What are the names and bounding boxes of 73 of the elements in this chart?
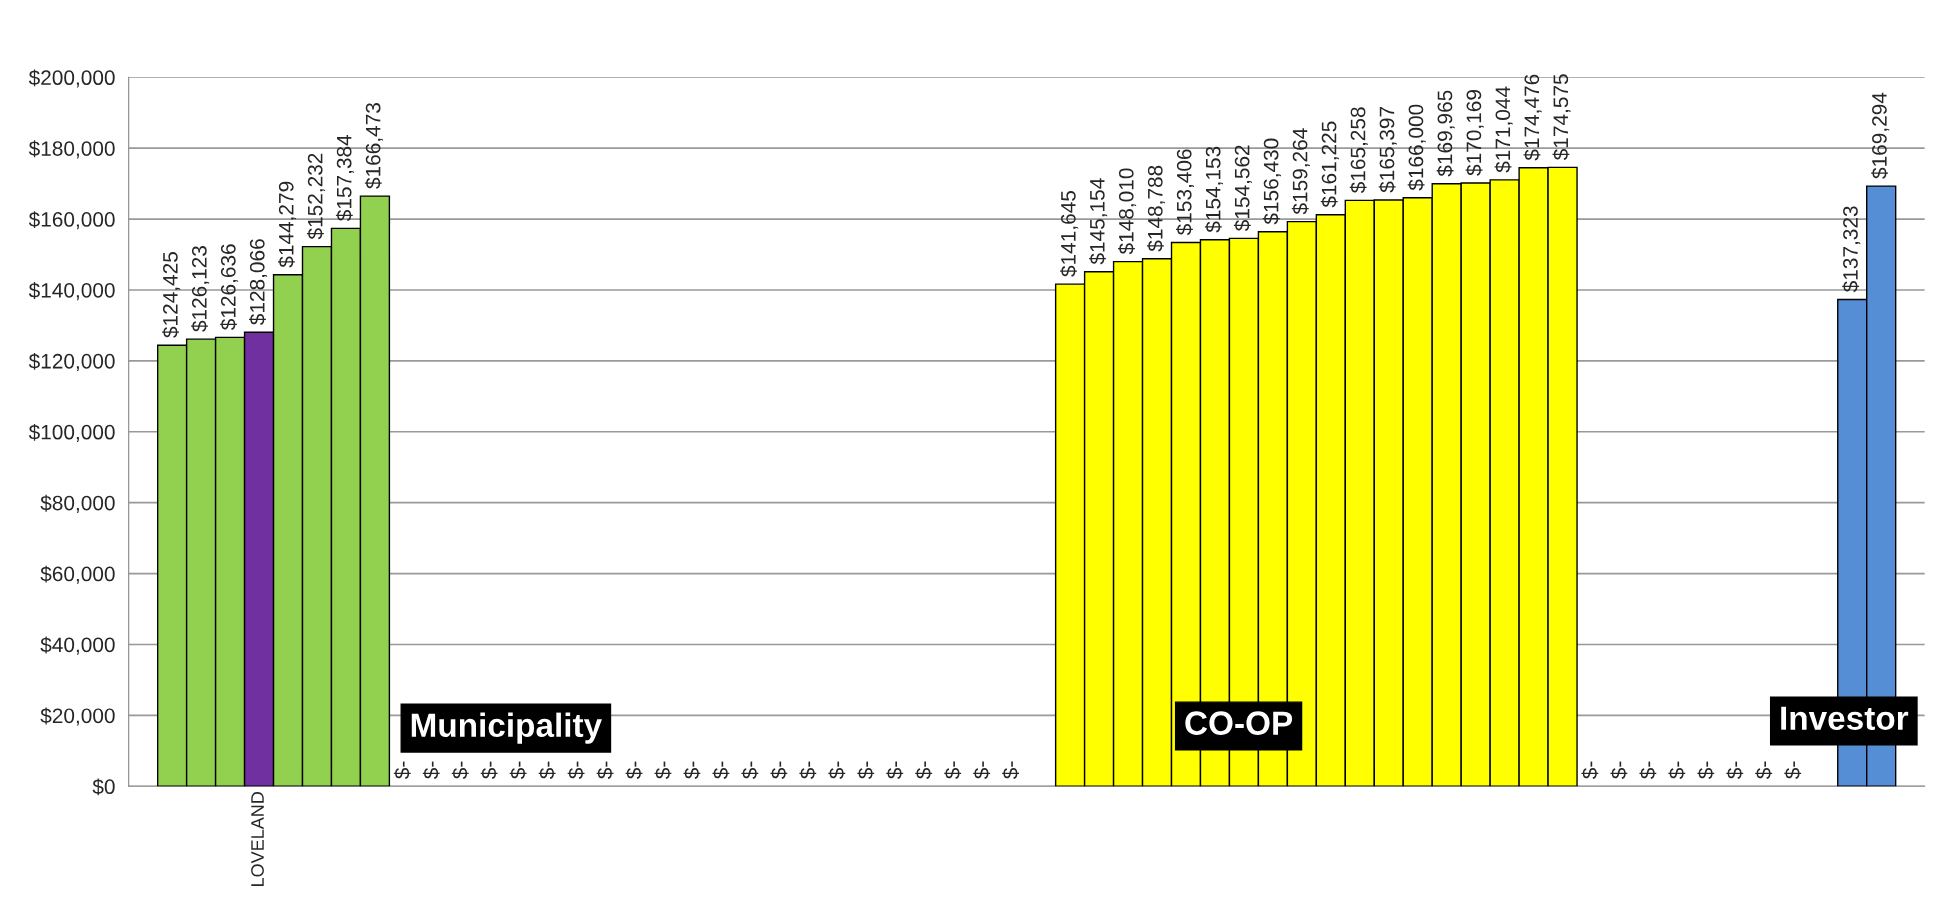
y-tick-label: $160,000 bbox=[28, 211, 115, 230]
data-label: $- bbox=[1697, 761, 1715, 779]
data-label: $- bbox=[422, 761, 440, 779]
annotation: Investor bbox=[1781, 706, 1909, 730]
data-label: $- bbox=[1581, 761, 1599, 779]
data-label: $154,562 bbox=[1233, 145, 1252, 232]
data-label: $- bbox=[741, 761, 759, 779]
data-label: $- bbox=[393, 761, 411, 779]
data-label: $148,788 bbox=[1146, 165, 1166, 252]
data-label: $157,384 bbox=[335, 134, 355, 222]
data-label: $144,279 bbox=[277, 181, 297, 268]
data-label: $152,232 bbox=[306, 153, 326, 240]
data-label: $170,169 bbox=[1465, 90, 1484, 176]
data-label: $169,965 bbox=[1436, 90, 1455, 177]
data-label: $126,123 bbox=[191, 246, 210, 332]
data-label: $165,397 bbox=[1378, 107, 1397, 193]
data-label: $128,066 bbox=[249, 239, 268, 325]
data-label: $166,473 bbox=[364, 103, 383, 189]
data-label: $- bbox=[1784, 761, 1802, 779]
x-tick-label: LOVELAND bbox=[251, 792, 264, 886]
y-tick-label: $80,000 bbox=[40, 494, 115, 513]
annotation: CO-OP bbox=[1185, 711, 1293, 735]
data-label: $174,575 bbox=[1552, 74, 1571, 161]
y-tick-label: $60,000 bbox=[40, 565, 115, 584]
annotation: Municipality bbox=[411, 712, 602, 744]
y-tick-label: $100,000 bbox=[28, 423, 115, 442]
data-label: $161,225 bbox=[1320, 121, 1339, 208]
data-label: $- bbox=[944, 761, 962, 779]
data-label: $148,010 bbox=[1118, 168, 1137, 255]
data-label: $- bbox=[1668, 761, 1686, 779]
data-label: $- bbox=[712, 761, 730, 779]
data-label: $165,258 bbox=[1349, 107, 1368, 194]
data-label: $- bbox=[538, 761, 556, 779]
y-tick-label: $120,000 bbox=[28, 353, 115, 372]
data-label: $159,264 bbox=[1291, 128, 1310, 215]
data-label: $- bbox=[567, 761, 585, 779]
data-label: $- bbox=[1726, 761, 1744, 779]
data-label: $- bbox=[857, 761, 875, 779]
data-label: $- bbox=[509, 761, 527, 779]
data-label: $124,425 bbox=[162, 252, 181, 338]
data-label: $- bbox=[480, 761, 498, 779]
data-label: $- bbox=[1639, 761, 1657, 779]
y-tick-label: $20,000 bbox=[40, 707, 115, 726]
data-label: $- bbox=[625, 761, 643, 779]
data-label: $- bbox=[451, 761, 469, 779]
data-label: $153,406 bbox=[1175, 149, 1195, 236]
data-label: $126,636 bbox=[220, 244, 239, 331]
data-label: $- bbox=[1755, 761, 1773, 779]
data-label: $- bbox=[828, 761, 846, 779]
data-label: $- bbox=[799, 761, 817, 779]
data-label: $- bbox=[770, 761, 788, 779]
data-label: $- bbox=[683, 761, 701, 779]
y-tick-label: $180,000 bbox=[28, 140, 115, 159]
data-label: $154,153 bbox=[1204, 146, 1224, 233]
data-label: $- bbox=[915, 761, 933, 779]
data-label: $137,323 bbox=[1842, 206, 1861, 293]
y-tick-label: $140,000 bbox=[28, 282, 115, 301]
data-label: $- bbox=[596, 761, 614, 779]
y-tick-label: $200,000 bbox=[28, 69, 115, 88]
y-tick-label: $0 bbox=[92, 778, 115, 796]
data-label: $156,430 bbox=[1262, 138, 1281, 225]
data-label: $174,476 bbox=[1523, 74, 1542, 161]
data-label: $- bbox=[654, 761, 672, 779]
data-label: $166,000 bbox=[1407, 104, 1426, 191]
data-label: $- bbox=[973, 761, 991, 779]
y-tick-label: $40,000 bbox=[40, 636, 115, 655]
data-label: $141,645 bbox=[1060, 191, 1079, 277]
data-label: $- bbox=[1610, 761, 1628, 779]
data-label: $- bbox=[886, 761, 904, 779]
data-label: $169,294 bbox=[1871, 92, 1890, 179]
data-label: $- bbox=[1002, 761, 1020, 779]
data-label: $145,154 bbox=[1089, 178, 1108, 265]
data-label: $171,044 bbox=[1494, 86, 1513, 173]
